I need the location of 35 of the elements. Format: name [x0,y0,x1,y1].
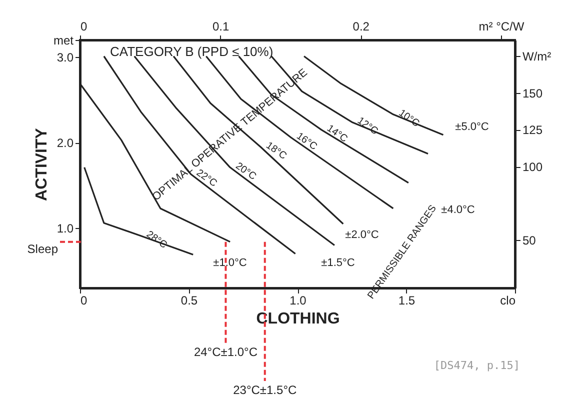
y2-tick-label: W/m² [522,50,552,64]
text: 16°C [294,130,319,153]
y-tick-label: 2.0 [56,136,74,150]
annotation: ±1.5°C [321,257,355,269]
y-tick-label: 1.0 [56,222,74,236]
x2-tick-label: 0 [80,20,88,34]
annotation: ±1.0°C [213,257,247,269]
y-tick-label: 3.0 [56,50,74,65]
y-tick-label: met [53,34,74,48]
line-series [84,166,194,256]
ref-line-label: Sleep [27,242,58,256]
x2-tick-label: m² °C/W [478,20,525,34]
x-tick-label: 1.0 [290,294,307,308]
x2-tick-label: 0.2 [352,20,370,34]
x-tick-label: 0 [80,294,88,308]
text: 18°C [264,140,288,162]
chart-title: CATEGORY B (PPD ≤ 10%) [110,44,274,59]
annotation: ±5.0°C [455,121,489,133]
y2-tick-label: 100 [522,160,543,174]
text: 14°C [324,123,350,145]
y2-tick-label: 125 [522,123,543,138]
ref-line-label: 23°C±1.5°C [233,383,297,397]
x-tick-label: 0.5 [180,294,198,308]
text: 10°C [396,108,422,130]
x2-tick-label: 0.1 [212,20,230,34]
y2-tick-label: 150 [522,86,543,100]
y2-tick-label: 50 [522,234,536,248]
y-axis-title: ACTIVITY [33,128,50,201]
x-tick-label: clo [500,294,516,308]
ref-line-label: 24°C±1.0°C [194,345,258,359]
text: 22°C [194,168,219,190]
annotation: ±4.0°C [441,204,475,216]
x-axis-title: CLOTHING [256,310,340,328]
text: [DS474, p.15] [434,359,520,372]
annotation: ±2.0°C [345,229,379,241]
